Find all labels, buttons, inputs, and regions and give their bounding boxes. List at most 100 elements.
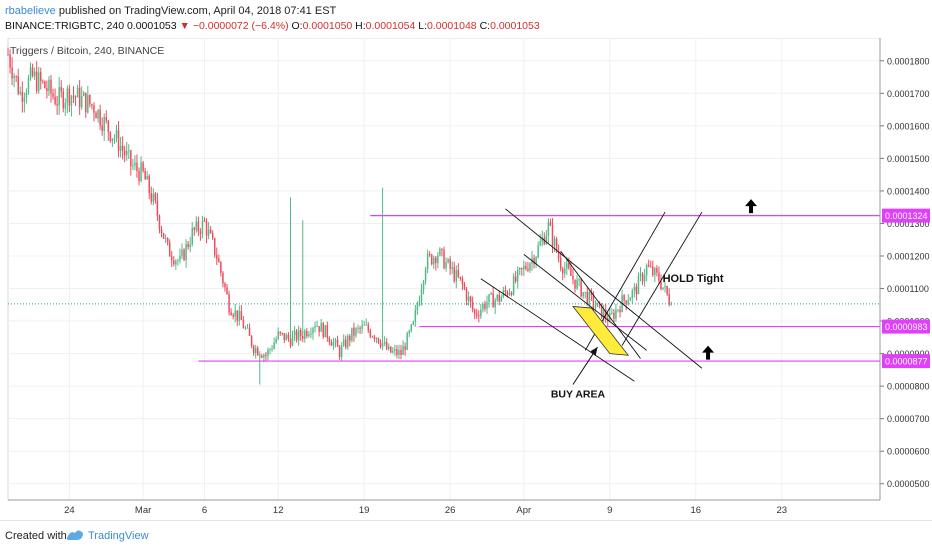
candle-body <box>46 88 48 92</box>
candle-body <box>498 294 501 302</box>
open-label: O: <box>291 20 303 32</box>
candle-body <box>11 67 13 79</box>
candle-body <box>160 229 163 234</box>
candle-body <box>369 330 372 337</box>
candle-body <box>416 305 419 311</box>
candle-body <box>109 131 112 141</box>
candle-body <box>557 251 560 258</box>
candle-body <box>162 233 165 239</box>
candle-body <box>658 272 660 281</box>
candle-body <box>496 294 498 300</box>
candle-body <box>375 337 378 340</box>
candle-body <box>150 193 153 202</box>
candle-body <box>85 92 87 113</box>
candle-body <box>383 341 386 344</box>
y-tick-label: 0.0001300 <box>887 219 930 229</box>
y-tick-label: 0.0000800 <box>887 382 930 392</box>
candle-body <box>482 303 484 310</box>
candle-body <box>471 301 474 310</box>
candle-body <box>559 257 562 269</box>
candle-body <box>314 326 316 329</box>
candle-body <box>541 237 544 242</box>
candle-body <box>269 349 271 350</box>
candle-body <box>523 265 525 270</box>
candle-body <box>121 145 124 151</box>
candle-body <box>64 102 67 109</box>
x-tick-label: 16 <box>690 505 701 516</box>
candle-body <box>72 95 75 97</box>
candle-body <box>66 88 69 103</box>
candle-body <box>250 335 253 347</box>
price-axis[interactable]: 0.0000500 0.0000600 0.0000700 0.0000800 0.00… <box>879 38 930 500</box>
candle-body <box>662 287 664 289</box>
time-axis[interactable]: 24 Mar 6 12 19 26 Apr 9 16 23 <box>8 499 880 516</box>
candle-body <box>508 292 511 295</box>
candle-body <box>207 229 210 236</box>
candle-body <box>643 275 646 282</box>
candle-body <box>316 326 318 327</box>
candle-body <box>588 291 591 305</box>
candle-body <box>649 266 652 268</box>
candle-body <box>469 296 472 302</box>
candle-body <box>402 346 404 355</box>
channel-mid-line <box>560 250 641 359</box>
x-tick-label: 19 <box>359 505 370 516</box>
candle-body <box>295 330 298 341</box>
price-change: −0.0000072 (−6.4%) <box>192 20 289 32</box>
candle-body <box>576 279 578 289</box>
chart-area[interactable]: HOLD Tight BUY AREA 0.0000500 0.0000600 0.0… <box>0 37 932 520</box>
candle-body <box>439 248 441 256</box>
y-tick-label: 0.0001400 <box>887 186 930 196</box>
candle-body <box>87 94 89 113</box>
candle-body <box>48 79 50 92</box>
candle-body <box>15 76 17 77</box>
candle-body <box>332 342 335 346</box>
candle-body <box>500 296 503 302</box>
candle-body <box>17 76 19 94</box>
candle-body <box>42 80 44 82</box>
candle-body <box>35 71 38 92</box>
author-link[interactable]: rbabelieve <box>5 5 56 17</box>
candle-body <box>244 327 247 329</box>
candle-body <box>324 325 327 338</box>
candle-body <box>271 348 273 350</box>
tradingview-brand[interactable]: TradingView <box>88 530 149 542</box>
candle-body <box>201 220 204 234</box>
candle-body <box>156 200 159 216</box>
candle-body <box>310 333 312 335</box>
candle-body <box>130 150 132 167</box>
candle-body <box>342 339 345 346</box>
candle-body <box>228 294 230 313</box>
candle-body <box>408 331 410 334</box>
price-tag-label: 0.0000877 <box>885 357 928 367</box>
candle-body <box>199 231 202 234</box>
candle-body <box>232 315 234 317</box>
candle-body <box>283 333 286 341</box>
candle-body <box>494 299 496 308</box>
candle-body <box>256 348 259 356</box>
candle-body <box>285 334 288 341</box>
candle-body <box>107 120 110 132</box>
candle-body <box>668 294 670 305</box>
candle-body <box>291 335 294 346</box>
candle-body <box>420 289 423 301</box>
candle-body <box>318 326 320 332</box>
candle-body <box>537 245 539 258</box>
price-tag-label: 0.0001324 <box>885 211 928 221</box>
candle-body <box>367 324 370 331</box>
candle-body <box>9 54 11 68</box>
candle-body <box>613 312 615 319</box>
candle-body <box>181 249 183 256</box>
candle-body <box>412 321 415 325</box>
candle-body <box>637 275 640 295</box>
candle-body <box>641 273 644 282</box>
candle-body <box>347 335 349 348</box>
candle-body <box>582 292 584 297</box>
candle-body <box>484 303 486 309</box>
candle-body <box>359 327 361 329</box>
candle-body <box>306 330 308 337</box>
candle-body <box>424 269 427 282</box>
candle-body <box>459 276 462 279</box>
candle-body <box>381 343 384 347</box>
